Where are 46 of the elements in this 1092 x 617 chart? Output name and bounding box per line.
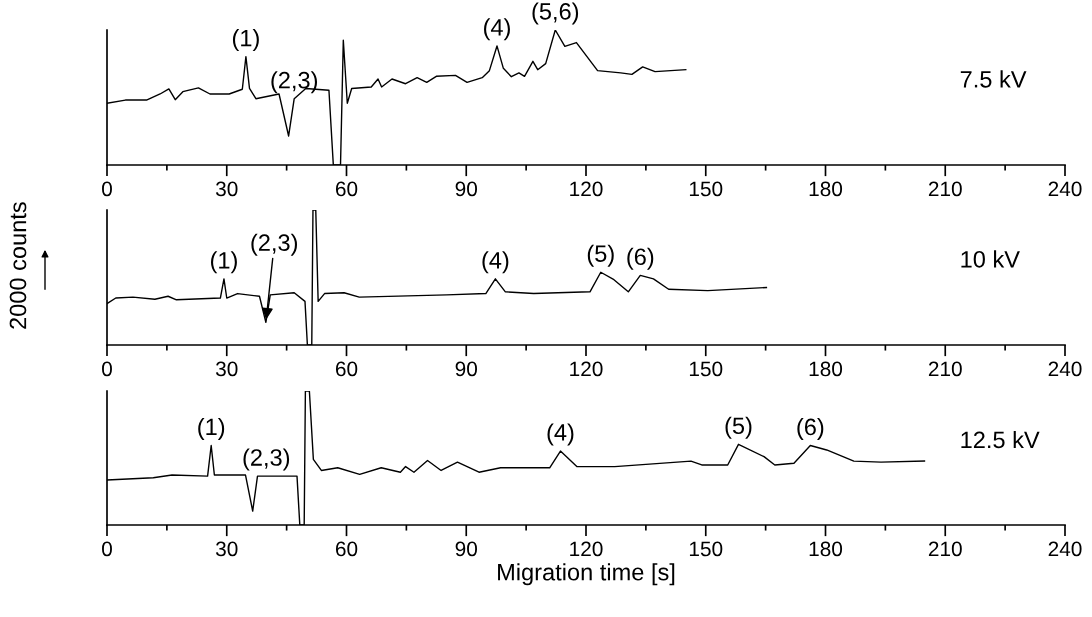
x-tick-label: 30 bbox=[215, 541, 238, 557]
x-tick-label: 90 bbox=[455, 541, 478, 557]
annotation: 10 kV bbox=[961, 250, 1020, 268]
annotation: 7.5 kV bbox=[960, 70, 1027, 88]
x-tick-label: 120 bbox=[570, 181, 603, 197]
x-tick-label: 180 bbox=[809, 181, 843, 197]
x-tick-label: 60 bbox=[335, 361, 358, 377]
annotation: (4) bbox=[484, 18, 510, 41]
annotation: (4) bbox=[547, 423, 574, 446]
annotation: (6) bbox=[627, 247, 654, 270]
x-tick-label: 30 bbox=[215, 361, 238, 377]
annotation: (1) bbox=[232, 29, 259, 52]
annotation: (2,3) bbox=[251, 233, 298, 256]
x-tick-label: 180 bbox=[809, 541, 843, 557]
x-tick-label: 90 bbox=[455, 361, 478, 377]
annotation: (5) bbox=[725, 416, 752, 439]
x-tick-label: 210 bbox=[928, 361, 962, 377]
x-tick-label: 0 bbox=[102, 541, 112, 557]
x-tick-label: 30 bbox=[215, 181, 238, 197]
x-tick-label: 150 bbox=[689, 541, 723, 557]
annotation: (4) bbox=[482, 251, 509, 274]
x-tick-label: 120 bbox=[570, 541, 603, 557]
x-tick-label: 60 bbox=[335, 541, 358, 557]
annotation: (5,6) bbox=[532, 2, 579, 25]
x-tick-label: 90 bbox=[455, 181, 478, 197]
x-tick-label: 150 bbox=[689, 361, 723, 377]
annotation: (6) bbox=[797, 417, 824, 440]
x-tick-label: 120 bbox=[570, 361, 603, 377]
annotation: (1) bbox=[210, 251, 237, 274]
x-tick-label: 240 bbox=[1048, 361, 1082, 377]
x-tick-label: 240 bbox=[1048, 181, 1082, 197]
annotation: 12.5 kV bbox=[961, 430, 1040, 449]
x-tick-label: 150 bbox=[689, 181, 723, 197]
annotation: (5) bbox=[587, 244, 614, 267]
x-tick-label: 240 bbox=[1048, 541, 1082, 557]
annotation: (2,3) bbox=[243, 448, 290, 471]
x-tick-label: 0 bbox=[102, 361, 112, 377]
annotation: (1) bbox=[198, 417, 225, 440]
x-tick-label: 180 bbox=[809, 361, 843, 377]
x-tick-label: 210 bbox=[928, 181, 962, 197]
x-tick-label: 0 bbox=[102, 181, 112, 197]
annotation: (2,3) bbox=[271, 71, 318, 94]
x-tick-label: 210 bbox=[928, 541, 962, 557]
x-axis-title: Migration time [s] bbox=[498, 563, 675, 586]
y-axis-title: 2000 counts bbox=[9, 202, 27, 329]
x-tick-label: 60 bbox=[335, 181, 358, 197]
